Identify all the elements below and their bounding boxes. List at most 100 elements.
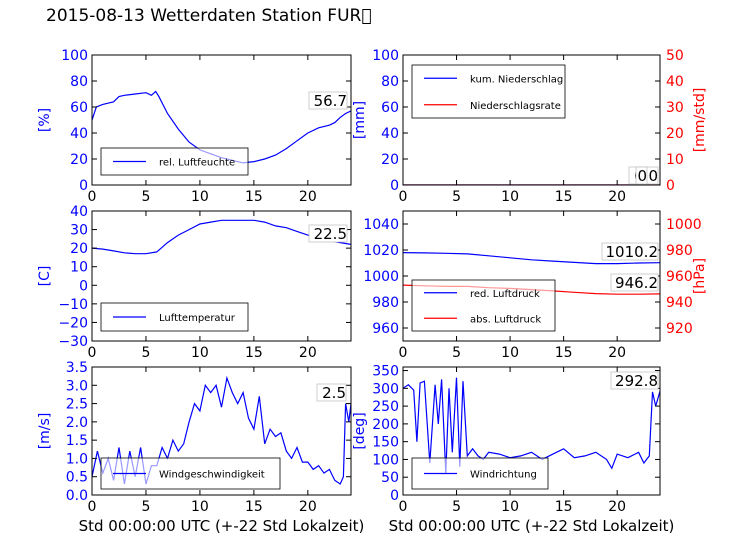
x-axis-label: Std 00:00:00 UTC (+-22 Std Lokalzeit) [389, 517, 675, 535]
x-tick-label: 20 [608, 345, 626, 361]
y-tick-label: 40 [70, 204, 88, 220]
x-tick-label: 20 [299, 499, 317, 515]
y2-axis-label: [hPa] [692, 258, 708, 294]
x-tick-label: 10 [191, 189, 209, 205]
x-tick-label: 0 [88, 345, 97, 361]
x-tick-label: 0 [399, 189, 408, 205]
y2-tick-label: 30 [666, 100, 684, 116]
current-value-label-2: 0 [637, 167, 647, 185]
x-tick-label: 5 [141, 345, 150, 361]
x-tick-label: 10 [501, 499, 519, 515]
y2-tick-label: 980 [666, 243, 693, 259]
current-value-label: 56.7 [314, 92, 347, 110]
figure-title: 2015-08-13 Wetterdaten Station FUR  [46, 6, 372, 26]
y-tick-label: 80 [70, 74, 88, 90]
x-tick-label: 5 [452, 345, 461, 361]
legend: Lufttemperatur [100, 302, 249, 332]
y-tick-label: 0 [79, 178, 88, 194]
chart-panel-temperature: 0 5 10 15 20 −30 −20 −10 0 10 20 30 40 [C] 22.5 Lufttem… [37, 204, 352, 361]
series-line-wind-direction-0 [403, 377, 660, 474]
plot-frame [91, 54, 352, 186]
y-tick-label: 0 [390, 488, 399, 504]
legend: rel. Luftfeuchte [100, 147, 249, 176]
x-tick-label: 10 [191, 345, 209, 361]
y-tick-label: −10 [58, 297, 88, 313]
y2-axis-label: [mm/std] [692, 88, 708, 153]
y-tick-label: 3.0 [66, 378, 88, 394]
y-tick-label: 350 [372, 364, 399, 380]
x-tick-label: 5 [452, 499, 461, 515]
y2-tick-label: 940 [666, 295, 693, 311]
chart-panel-pressure: 0 5 10 15 20 960 980 1000 1020 1040 920 940 960 980 10… [363, 210, 708, 361]
y-tick-label: −20 [58, 315, 88, 331]
y-axis-label: [%] [37, 108, 53, 132]
y-tick-label: 1020 [363, 243, 399, 259]
y2-tick-label: 920 [666, 321, 693, 337]
y-axis-label: [deg] [352, 412, 368, 449]
y-tick-label: 1040 [363, 217, 399, 233]
legend-label: Niederschlagsrate [470, 101, 561, 112]
y-tick-label: 1.5 [66, 433, 88, 449]
x-tick-label: 20 [608, 499, 626, 515]
current-value-label: 22.5 [314, 225, 347, 243]
chart-panel-precipitation: 0 5 10 15 20 0 20 40 60 80 100 0 10 20 30 40 50 [mm] [mm/s… [352, 48, 708, 205]
legend: red. Luftdruck abs. Luftdruck [411, 279, 556, 332]
y2-tick-label: 40 [666, 74, 684, 90]
legend: Windrichtung [411, 457, 549, 490]
x-tick-label: 15 [245, 189, 263, 205]
y-tick-label: 960 [372, 321, 399, 337]
y-tick-label: 0.5 [66, 470, 88, 486]
y-tick-label: 100 [372, 452, 399, 468]
x-tick-label: 10 [191, 499, 209, 515]
y-tick-label: 20 [381, 152, 399, 168]
y-tick-label: 100 [372, 48, 399, 64]
y-tick-label: 1.0 [66, 451, 88, 467]
y-tick-label: 2.5 [66, 397, 88, 413]
x-tick-label: 15 [245, 345, 263, 361]
x-tick-label: 10 [501, 345, 519, 361]
legend-box [411, 64, 566, 119]
x-tick-label: 15 [555, 499, 573, 515]
plot-frame [91, 366, 352, 496]
y-tick-label: −30 [58, 334, 88, 350]
y-tick-label: 60 [70, 100, 88, 116]
y-tick-label: 0 [79, 278, 88, 294]
y2-tick-label: 1000 [666, 217, 702, 233]
legend-box [411, 279, 556, 332]
y-tick-label: 3.5 [66, 360, 88, 376]
current-value-label-2: 946.2 [615, 274, 658, 292]
legend-label: Windgeschwindigkeit [159, 470, 265, 481]
x-tick-label: 10 [501, 189, 519, 205]
y-tick-label: 1000 [363, 269, 399, 285]
y-tick-label: 150 [372, 435, 399, 451]
plot-frame [91, 210, 352, 342]
legend-label: rel. Luftfeuchte [159, 158, 235, 169]
y-tick-label: 50 [381, 470, 399, 486]
y-tick-label: 60 [381, 100, 399, 116]
y-tick-label: 200 [372, 417, 399, 433]
x-tick-label: 5 [452, 189, 461, 205]
y-tick-label: 20 [70, 241, 88, 257]
x-tick-label: 0 [399, 345, 408, 361]
x-tick-label: 20 [299, 189, 317, 205]
y-tick-label: 80 [381, 74, 399, 90]
legend: Windgeschwindigkeit [100, 457, 281, 490]
y-tick-label: 20 [70, 152, 88, 168]
y-tick-label: 2.0 [66, 415, 88, 431]
y-tick-label: 250 [372, 399, 399, 415]
x-tick-label: 0 [88, 189, 97, 205]
y-tick-label: 30 [70, 223, 88, 239]
y-axis-label: [m/s] [37, 413, 53, 450]
y-tick-label: 10 [70, 260, 88, 276]
legend-label: Windrichtung [470, 470, 537, 481]
legend: kum. Niederschlag Niederschlagsrate [411, 64, 566, 119]
legend-label: abs. Luftdruck [470, 314, 541, 325]
y-tick-label: 100 [61, 48, 88, 64]
x-axis-label: Std 00:00:00 UTC (+-22 Std Lokalzeit) [79, 517, 365, 535]
x-tick-label: 5 [141, 189, 150, 205]
y-tick-label: 0.0 [66, 488, 88, 504]
plot-frame [402, 54, 661, 186]
x-tick-label: 20 [299, 345, 317, 361]
y-tick-label: 980 [372, 295, 399, 311]
current-value-label: 2.5 [322, 384, 346, 402]
